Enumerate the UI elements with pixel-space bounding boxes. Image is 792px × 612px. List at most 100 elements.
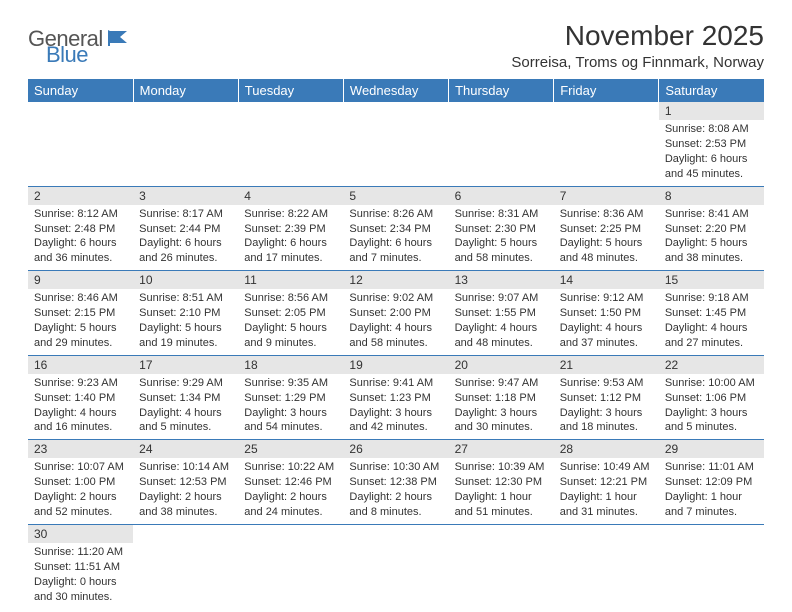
day-info: Sunrise: 10:00 AMSunset: 1:06 PMDaylight… — [659, 374, 764, 439]
sunrise-text: Sunrise: 8:22 AM — [244, 207, 337, 222]
sunrise-text: Sunrise: 11:20 AM — [34, 545, 127, 560]
daylight-text: Daylight: 2 hours and 52 minutes. — [34, 490, 127, 520]
sunrise-text: Sunrise: 9:41 AM — [349, 376, 442, 391]
calendar-cell: 8Sunrise: 8:41 AMSunset: 2:20 PMDaylight… — [659, 186, 764, 271]
sunset-text: Sunset: 12:09 PM — [665, 475, 758, 490]
day-header: Monday — [133, 79, 238, 102]
sunrise-text: Sunrise: 10:07 AM — [34, 460, 127, 475]
daylight-text: Daylight: 2 hours and 38 minutes. — [139, 490, 232, 520]
calendar-week: 2Sunrise: 8:12 AMSunset: 2:48 PMDaylight… — [28, 186, 764, 271]
day-number: 19 — [343, 356, 448, 374]
calendar-cell: 26Sunrise: 10:30 AMSunset: 12:38 PMDayli… — [343, 440, 448, 525]
sunrise-text: Sunrise: 8:26 AM — [349, 207, 442, 222]
daylight-text: Daylight: 3 hours and 5 minutes. — [665, 406, 758, 436]
calendar-cell — [133, 102, 238, 186]
daylight-text: Daylight: 6 hours and 7 minutes. — [349, 236, 442, 266]
day-number: 13 — [449, 271, 554, 289]
calendar-cell: 6Sunrise: 8:31 AMSunset: 2:30 PMDaylight… — [449, 186, 554, 271]
calendar-cell: 24Sunrise: 10:14 AMSunset: 12:53 PMDayli… — [133, 440, 238, 525]
daylight-text: Daylight: 0 hours and 30 minutes. — [34, 575, 127, 605]
daylight-text: Daylight: 6 hours and 17 minutes. — [244, 236, 337, 266]
header: General Blue November 2025 Sorreisa, Tro… — [28, 20, 764, 71]
day-header: Sunday — [28, 79, 133, 102]
daylight-text: Daylight: 3 hours and 54 minutes. — [244, 406, 337, 436]
sunset-text: Sunset: 12:38 PM — [349, 475, 442, 490]
day-number: 29 — [659, 440, 764, 458]
day-number: 10 — [133, 271, 238, 289]
calendar-week: 30Sunrise: 11:20 AMSunset: 11:51 AMDayli… — [28, 524, 764, 608]
calendar-cell: 16Sunrise: 9:23 AMSunset: 1:40 PMDayligh… — [28, 355, 133, 440]
day-number: 26 — [343, 440, 448, 458]
sunset-text: Sunset: 1:29 PM — [244, 391, 337, 406]
daylight-text: Daylight: 5 hours and 9 minutes. — [244, 321, 337, 351]
brand-word2: Blue — [46, 42, 88, 68]
calendar-cell: 1Sunrise: 8:08 AMSunset: 2:53 PMDaylight… — [659, 102, 764, 186]
sunrise-text: Sunrise: 11:01 AM — [665, 460, 758, 475]
sunset-text: Sunset: 11:51 AM — [34, 560, 127, 575]
sunset-text: Sunset: 2:20 PM — [665, 222, 758, 237]
sunset-text: Sunset: 12:30 PM — [455, 475, 548, 490]
calendar-cell: 13Sunrise: 9:07 AMSunset: 1:55 PMDayligh… — [449, 271, 554, 356]
sunrise-text: Sunrise: 9:35 AM — [244, 376, 337, 391]
calendar-cell: 28Sunrise: 10:49 AMSunset: 12:21 PMDayli… — [554, 440, 659, 525]
calendar-cell: 9Sunrise: 8:46 AMSunset: 2:15 PMDaylight… — [28, 271, 133, 356]
page-title: November 2025 — [511, 20, 764, 52]
sunrise-text: Sunrise: 8:31 AM — [455, 207, 548, 222]
sunrise-text: Sunrise: 10:49 AM — [560, 460, 653, 475]
sunset-text: Sunset: 1:23 PM — [349, 391, 442, 406]
calendar-cell — [554, 524, 659, 608]
day-number: 28 — [554, 440, 659, 458]
daylight-text: Daylight: 3 hours and 30 minutes. — [455, 406, 548, 436]
calendar-cell — [449, 524, 554, 608]
day-header: Wednesday — [343, 79, 448, 102]
sunset-text: Sunset: 12:53 PM — [139, 475, 232, 490]
calendar-cell: 15Sunrise: 9:18 AMSunset: 1:45 PMDayligh… — [659, 271, 764, 356]
calendar-cell — [133, 524, 238, 608]
daylight-text: Daylight: 5 hours and 19 minutes. — [139, 321, 232, 351]
daylight-text: Daylight: 1 hour and 31 minutes. — [560, 490, 653, 520]
calendar-cell — [659, 524, 764, 608]
daylight-text: Daylight: 5 hours and 29 minutes. — [34, 321, 127, 351]
day-info: Sunrise: 8:17 AMSunset: 2:44 PMDaylight:… — [133, 205, 238, 270]
daylight-text: Daylight: 6 hours and 45 minutes. — [665, 152, 758, 182]
daylight-text: Daylight: 4 hours and 58 minutes. — [349, 321, 442, 351]
calendar-cell: 19Sunrise: 9:41 AMSunset: 1:23 PMDayligh… — [343, 355, 448, 440]
calendar-cell: 5Sunrise: 8:26 AMSunset: 2:34 PMDaylight… — [343, 186, 448, 271]
calendar-cell: 12Sunrise: 9:02 AMSunset: 2:00 PMDayligh… — [343, 271, 448, 356]
calendar-cell: 29Sunrise: 11:01 AMSunset: 12:09 PMDayli… — [659, 440, 764, 525]
day-info: Sunrise: 8:22 AMSunset: 2:39 PMDaylight:… — [238, 205, 343, 270]
day-info: Sunrise: 8:26 AMSunset: 2:34 PMDaylight:… — [343, 205, 448, 270]
day-info: Sunrise: 10:22 AMSunset: 12:46 PMDayligh… — [238, 458, 343, 523]
day-info: Sunrise: 9:02 AMSunset: 2:00 PMDaylight:… — [343, 289, 448, 354]
day-number: 25 — [238, 440, 343, 458]
day-info: Sunrise: 9:41 AMSunset: 1:23 PMDaylight:… — [343, 374, 448, 439]
day-info: Sunrise: 10:49 AMSunset: 12:21 PMDayligh… — [554, 458, 659, 523]
calendar-cell: 3Sunrise: 8:17 AMSunset: 2:44 PMDaylight… — [133, 186, 238, 271]
day-info: Sunrise: 9:07 AMSunset: 1:55 PMDaylight:… — [449, 289, 554, 354]
day-info: Sunrise: 8:51 AMSunset: 2:10 PMDaylight:… — [133, 289, 238, 354]
sunset-text: Sunset: 1:06 PM — [665, 391, 758, 406]
sunset-text: Sunset: 2:34 PM — [349, 222, 442, 237]
daylight-text: Daylight: 4 hours and 5 minutes. — [139, 406, 232, 436]
day-info: Sunrise: 10:30 AMSunset: 12:38 PMDayligh… — [343, 458, 448, 523]
daylight-text: Daylight: 2 hours and 24 minutes. — [244, 490, 337, 520]
calendar-cell: 23Sunrise: 10:07 AMSunset: 1:00 PMDaylig… — [28, 440, 133, 525]
sunrise-text: Sunrise: 9:53 AM — [560, 376, 653, 391]
day-number: 11 — [238, 271, 343, 289]
flag-icon — [107, 28, 131, 48]
calendar-cell: 11Sunrise: 8:56 AMSunset: 2:05 PMDayligh… — [238, 271, 343, 356]
day-info: Sunrise: 9:18 AMSunset: 1:45 PMDaylight:… — [659, 289, 764, 354]
daylight-text: Daylight: 6 hours and 26 minutes. — [139, 236, 232, 266]
calendar-cell: 14Sunrise: 9:12 AMSunset: 1:50 PMDayligh… — [554, 271, 659, 356]
day-info: Sunrise: 8:08 AMSunset: 2:53 PMDaylight:… — [659, 120, 764, 185]
calendar-cell: 30Sunrise: 11:20 AMSunset: 11:51 AMDayli… — [28, 524, 133, 608]
day-info: Sunrise: 9:23 AMSunset: 1:40 PMDaylight:… — [28, 374, 133, 439]
sunset-text: Sunset: 2:15 PM — [34, 306, 127, 321]
calendar-cell: 17Sunrise: 9:29 AMSunset: 1:34 PMDayligh… — [133, 355, 238, 440]
sunrise-text: Sunrise: 10:30 AM — [349, 460, 442, 475]
calendar-cell: 18Sunrise: 9:35 AMSunset: 1:29 PMDayligh… — [238, 355, 343, 440]
calendar-cell: 7Sunrise: 8:36 AMSunset: 2:25 PMDaylight… — [554, 186, 659, 271]
daylight-text: Daylight: 4 hours and 37 minutes. — [560, 321, 653, 351]
sunrise-text: Sunrise: 8:46 AM — [34, 291, 127, 306]
day-number: 16 — [28, 356, 133, 374]
